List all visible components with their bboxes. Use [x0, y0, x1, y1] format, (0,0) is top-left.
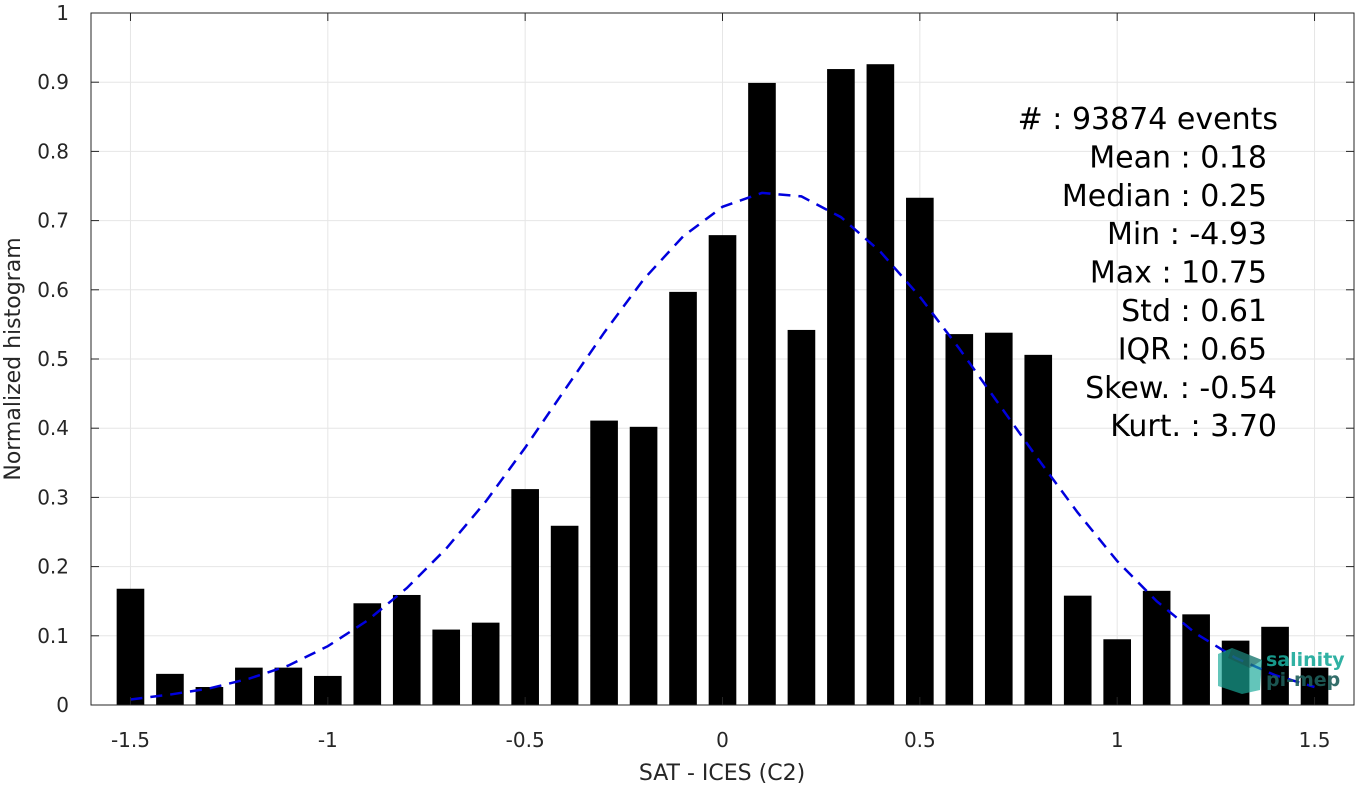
histogram-bar	[669, 291, 697, 705]
histogram-bar	[432, 629, 461, 705]
stat-line: # : 93874 events	[1018, 102, 1278, 137]
histogram-bar	[906, 197, 934, 705]
histogram-bar	[116, 588, 145, 705]
histogram-bar	[274, 667, 303, 705]
y-tick-label: 1	[56, 1, 69, 25]
x-tick-label: 0.5	[904, 728, 936, 752]
y-tick-label: 0.9	[37, 70, 69, 94]
histogram-bar	[629, 426, 658, 705]
histogram-bar	[511, 489, 539, 705]
gaussian-fit-curve	[130, 191, 1315, 701]
stat-line: Min : -4.93	[1107, 217, 1267, 252]
x-axis-ticks: -1.5 -1 -0.5 0 0.5 1 1.5	[111, 13, 1330, 752]
histogram-bar	[156, 673, 184, 705]
y-tick-label: 0.1	[37, 624, 69, 648]
stat-line: Max : 10.75	[1090, 256, 1267, 291]
histogram-bars	[116, 64, 1329, 706]
y-tick-label: 0	[56, 693, 69, 717]
x-tick-label: -0.5	[506, 728, 545, 752]
logo-mark-shade-icon	[1228, 648, 1262, 668]
histogram-bar	[1063, 595, 1092, 705]
histogram-bar	[195, 687, 224, 705]
stat-line: Kurt. : 3.70	[1110, 409, 1277, 444]
x-tick-label: 1.5	[1299, 728, 1331, 752]
y-tick-label: 0.8	[37, 139, 69, 163]
logo-text-salinity: salinity	[1266, 649, 1345, 671]
logo-text-pi-mep: pi-mep	[1266, 669, 1340, 691]
histogram-bar	[1142, 590, 1171, 705]
histogram-bar	[1103, 639, 1132, 705]
stat-line: Median : 0.25	[1062, 179, 1267, 214]
y-tick-label: 0.4	[37, 416, 69, 440]
histogram-bar	[945, 334, 974, 705]
y-tick-label: 0.3	[37, 485, 69, 509]
histogram-bar	[787, 329, 816, 705]
y-axis-ticks: 0 0.1 0.2 0.3 0.4 0.5 0.6 0.7 0.8 0.9 1	[37, 1, 1354, 717]
x-tick-label: 0	[716, 728, 729, 752]
histogram-bar	[748, 82, 776, 706]
x-tick-label: -1	[318, 728, 338, 752]
x-axis-title: SAT - ICES (C2)	[639, 761, 805, 785]
y-axis-title: Normalized histogram	[1, 237, 26, 480]
histogram-bar	[353, 603, 382, 705]
histogram-bar	[1261, 626, 1289, 705]
histogram-bar	[866, 64, 895, 705]
y-tick-label: 0.6	[37, 278, 69, 302]
salinity-pi-mep-logo: salinity pi-mep	[1218, 648, 1345, 694]
histogram-bar	[392, 594, 421, 705]
y-tick-label: 0.5	[37, 347, 69, 371]
histogram-bar	[827, 69, 855, 705]
stat-line: Mean : 0.18	[1089, 140, 1267, 175]
histogram-bar	[235, 667, 263, 705]
y-tick-label: 0.2	[37, 555, 69, 579]
histogram-bar	[590, 420, 618, 705]
histogram-bar	[984, 332, 1013, 705]
stat-line: IQR : 0.65	[1118, 332, 1267, 367]
y-tick-label: 0.7	[37, 209, 69, 233]
histogram-bar	[1024, 354, 1053, 705]
histogram-bar	[708, 235, 737, 705]
histogram-bar	[471, 622, 500, 705]
x-tick-label: 1	[1111, 728, 1124, 752]
histogram-bar	[550, 525, 579, 705]
x-tick-label: -1.5	[111, 728, 150, 752]
stat-line: Skew. : -0.54	[1085, 371, 1277, 406]
histogram-bar	[1182, 614, 1210, 705]
stat-line: Std : 0.61	[1121, 294, 1267, 329]
